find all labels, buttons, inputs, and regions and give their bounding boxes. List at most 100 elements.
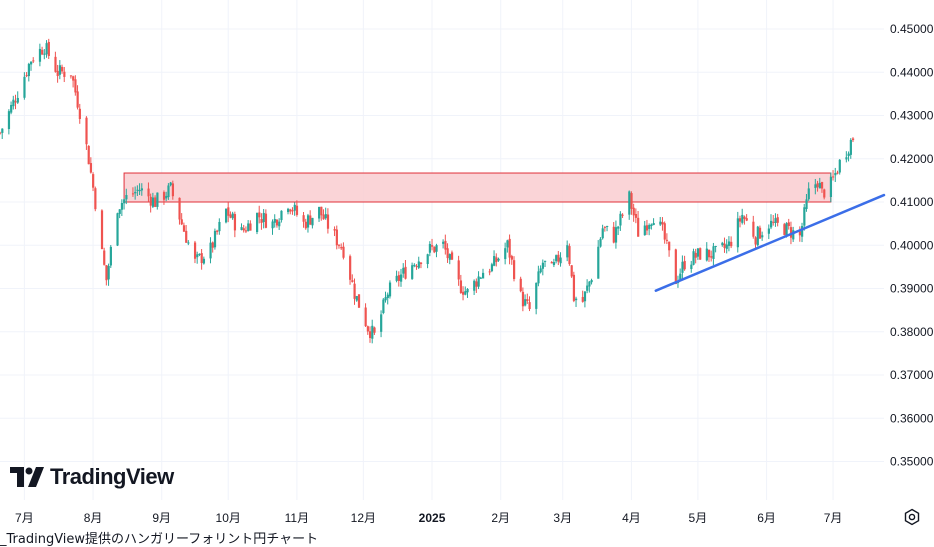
candle-body <box>326 214 330 229</box>
candle-body <box>138 190 141 192</box>
candle-body <box>738 218 742 222</box>
candle-body <box>612 226 615 243</box>
candle-body <box>231 213 234 219</box>
candle-body <box>566 245 569 258</box>
y-axis: 0.45000 0.44000 0.43000 0.42000 0.41000 0.400… <box>890 22 934 469</box>
candle-body <box>820 182 824 189</box>
candle-body <box>493 256 496 266</box>
candle-body <box>599 238 602 247</box>
candle-body <box>495 257 498 263</box>
candle-body <box>291 210 294 212</box>
candle-body <box>444 240 447 250</box>
candle-body <box>725 244 728 249</box>
candle-body <box>417 261 420 268</box>
candle-body <box>256 213 259 232</box>
candle-body <box>320 206 323 216</box>
candle-body <box>805 199 808 209</box>
candle-body <box>568 246 571 265</box>
candle-body <box>758 227 762 239</box>
candle-body <box>583 291 587 302</box>
candle-body <box>366 326 369 332</box>
candle-body <box>661 222 664 225</box>
candle-body <box>12 99 15 107</box>
candle-body <box>736 218 739 248</box>
candle-body <box>699 248 702 260</box>
candle-body <box>306 215 310 228</box>
candle-body <box>524 299 527 306</box>
x-tick-label: 11月 <box>285 511 309 525</box>
candle-body <box>120 202 124 210</box>
candle-body <box>832 176 835 178</box>
candle-body <box>705 248 708 261</box>
candle-body <box>652 223 655 226</box>
candle-body <box>730 241 733 247</box>
candle-body <box>78 108 81 119</box>
candle-body <box>43 53 46 55</box>
tradingview-logo[interactable]: TradingView <box>10 462 174 492</box>
candles <box>0 38 855 344</box>
candle-body <box>258 212 261 218</box>
candle-body <box>271 221 274 229</box>
candle-body <box>309 215 312 225</box>
candle-body <box>264 213 268 228</box>
candle-body <box>54 56 57 72</box>
candle-body <box>586 285 589 291</box>
candle-body <box>707 249 711 258</box>
y-tick-label: 0.42000 <box>890 152 934 166</box>
candle-body <box>47 41 50 56</box>
candle-body <box>342 246 345 258</box>
candle-body <box>402 267 405 274</box>
candle-body <box>103 250 106 265</box>
candle-body <box>136 189 139 191</box>
candle-body <box>167 185 170 198</box>
candle-body <box>539 268 542 273</box>
candle-body <box>23 76 26 98</box>
candle-body <box>849 139 852 155</box>
candle-body <box>785 222 788 237</box>
candle-body <box>541 262 545 269</box>
candle-body <box>25 75 28 77</box>
candle-body <box>581 296 584 302</box>
candle-body <box>182 225 186 232</box>
y-tick-label: 0.45000 <box>890 22 934 36</box>
candle-body <box>513 260 516 280</box>
candle-body <box>382 299 385 314</box>
candle-body <box>373 327 376 333</box>
candle-body <box>743 216 746 219</box>
candle-body <box>233 214 237 231</box>
candle-body <box>116 213 119 246</box>
candle-body <box>552 262 556 266</box>
candle-body <box>714 245 717 247</box>
candle-body <box>727 241 731 246</box>
settings-gear-icon[interactable] <box>903 508 921 526</box>
candle-body <box>668 241 671 251</box>
candle-body <box>218 221 221 232</box>
candle-body <box>131 193 135 195</box>
candle-body <box>242 228 245 231</box>
candle-body <box>426 254 429 265</box>
candle-body <box>457 260 460 280</box>
candle-body <box>63 71 66 77</box>
candle-body <box>287 208 290 213</box>
candle-body <box>125 195 128 200</box>
candle-body <box>147 188 150 197</box>
candle-body <box>180 219 183 225</box>
candle-body <box>692 251 695 265</box>
candle-body <box>847 153 850 157</box>
candle-body <box>149 196 152 206</box>
candle-body <box>481 272 485 279</box>
candle-body <box>61 66 64 72</box>
y-tick-label: 0.36000 <box>890 411 934 425</box>
candle-body <box>479 277 482 279</box>
candle-body <box>107 265 110 280</box>
candle-body <box>477 276 480 287</box>
candle-body <box>140 188 143 191</box>
x-tick-label: 5月 <box>689 511 708 525</box>
candle-body <box>601 228 604 239</box>
candle-body <box>273 218 276 223</box>
candle-body <box>92 174 95 188</box>
candle-body <box>464 291 467 295</box>
candle-body <box>32 60 35 62</box>
candle-body <box>770 220 773 228</box>
